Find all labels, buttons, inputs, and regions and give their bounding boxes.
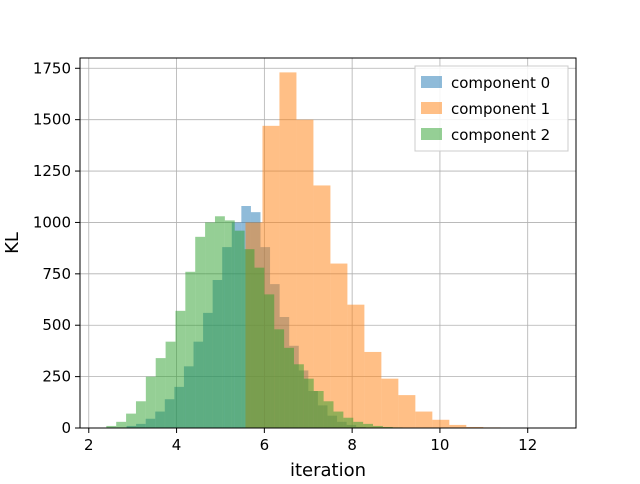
histogram-bar-series-2 [146,377,156,428]
histogram-bar-series-2 [304,379,314,428]
histogram-bar-series-2 [136,401,146,428]
y-tick-label: 750 [42,265,71,283]
y-tick-label: 0 [61,419,71,437]
histogram-bar-series-2 [225,220,235,428]
histogram-bar-series-2 [343,418,353,428]
histogram-bar-series-2 [235,231,245,428]
histogram-bar-series-2 [126,414,136,428]
legend-swatch [421,128,442,140]
y-tick-label: 500 [42,316,71,334]
histogram-bar-series-2 [284,348,294,428]
y-tick-label: 1500 [33,111,71,129]
histogram-bar-series-1 [415,412,432,428]
histogram-bar-series-2 [314,391,324,428]
histogram-bar-series-2 [175,311,185,428]
x-tick-label: 6 [260,436,270,454]
legend-swatch [421,102,442,114]
histogram-bar-series-2 [363,424,373,428]
legend-swatch [421,76,442,88]
y-tick-label: 1750 [33,59,71,77]
x-tick-label: 12 [518,436,537,454]
histogram-bar-series-2 [353,422,363,428]
histogram-bar-series-2 [324,401,334,428]
histogram-bar-series-1 [398,395,415,428]
histogram-bar-series-2 [274,329,284,428]
y-tick-label: 1000 [33,213,71,231]
legend-label: component 0 [451,74,550,92]
histogram-bar-series-1 [347,305,364,428]
y-tick-label: 250 [42,368,71,386]
legend-label: component 2 [451,126,550,144]
histogram-bar-series-2 [116,422,126,428]
histogram-bar-series-2 [205,222,215,428]
histogram-bar-series-2 [156,358,166,428]
histogram-bar-series-2 [333,412,343,428]
histogram-bar-series-2 [195,237,205,428]
x-tick-label: 2 [84,436,94,454]
histogram-bar-series-2 [215,216,225,428]
x-axis-label: iteration [290,460,366,480]
x-tick-label: 8 [347,436,357,454]
histogram-bar-series-1 [432,420,449,428]
histogram-bar-series-2 [264,294,274,428]
histogram-bar-series-2 [185,272,195,428]
histogram-bar-series-1 [364,352,381,428]
histogram-bar-series-2 [254,268,264,428]
x-tick-label: 4 [172,436,182,454]
x-tick-label: 10 [430,436,449,454]
histogram-bar-series-2 [245,249,255,428]
histogram-bar-series-1 [381,379,398,428]
y-tick-label: 1250 [33,162,71,180]
y-axis-label: KL [2,232,23,254]
legend: component 0 component 1 component 2 [415,66,568,151]
histogram-bar-series-2 [294,364,304,428]
legend-label: component 1 [451,100,550,118]
histogram-bar-series-2 [166,342,176,428]
